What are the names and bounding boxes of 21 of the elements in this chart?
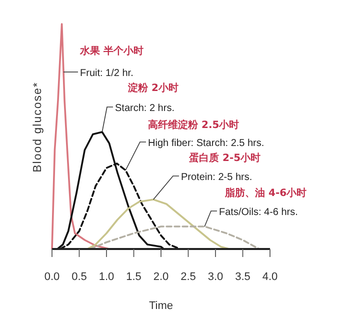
text: High fiber: Starch: 2.5 hrs. — [148, 138, 264, 149]
annotation: 脂肪、油 4-6小时 — [224, 187, 307, 199]
text: Protein: 2-5 hrs. — [181, 172, 252, 183]
annotation: 水果 半个小时 — [79, 45, 144, 57]
x-tick-label: 1.5 — [126, 271, 142, 283]
x-tick-label: 2.5 — [180, 271, 196, 283]
x-tick-label: 3.5 — [235, 271, 250, 283]
text: Starch: 2 hrs. — [115, 103, 174, 114]
annotation: 蛋白质 2-5小时 — [188, 152, 261, 164]
series-label: Fruit: 1/2 hr. — [80, 68, 134, 79]
x-tick-label: 0.0 — [44, 271, 60, 283]
y-axis-title: Blood glucose* — [32, 82, 44, 172]
annotation: 淀粉 2小时 — [127, 82, 178, 94]
x-tick-label: 4.0 — [262, 271, 278, 283]
x-tick-label: 2.0 — [153, 271, 169, 283]
x-tick-label: 3.0 — [208, 271, 224, 283]
x-tick-label: 0.5 — [72, 271, 87, 283]
x-tick-label: 1.0 — [98, 271, 114, 283]
series-label: Fats/Oils: 4-6 hrs. — [219, 207, 298, 218]
annotation: 高纤维淀粉 2.5小时 — [148, 119, 240, 131]
x-axis-title: Time — [148, 300, 174, 312]
